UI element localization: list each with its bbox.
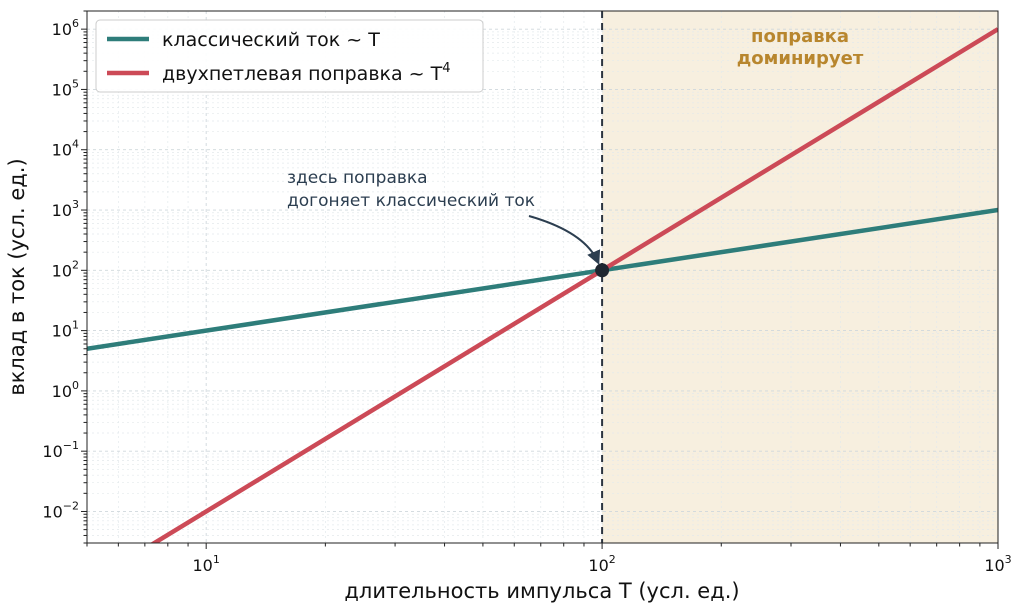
legend: классический ток ~ T двухпетлевая поправк… <box>95 19 484 93</box>
y-axis-title: вклад в ток (усл. ед.) <box>5 158 29 395</box>
classical-current-line <box>87 207 998 351</box>
y-tick-label: 103 <box>52 198 79 220</box>
y-tick-label: 10−1 <box>42 439 79 461</box>
annotation-text-line: догоняет классический ток <box>287 191 535 211</box>
plot-frame <box>86 10 999 544</box>
crossover-point <box>595 263 610 278</box>
legend-box <box>95 19 484 93</box>
y-tick-label: 102 <box>52 258 79 280</box>
shaded-region-rect <box>602 11 998 543</box>
y-tick-label: 100 <box>52 379 79 401</box>
two-loop-correction-line <box>150 27 998 543</box>
x-tick-label: 103 <box>984 553 1011 575</box>
legend-label: классический ток ~ T <box>162 29 380 51</box>
annotation-text-line: здесь поправка <box>287 168 428 188</box>
y-tick-label: 104 <box>52 138 79 160</box>
y-tick-label: 105 <box>52 77 79 99</box>
x-tick-label: 101 <box>193 553 220 575</box>
region-label-line: поправка <box>751 26 849 47</box>
legend-label: двухпетлевая поправка ~ T4 <box>162 61 451 85</box>
series-group <box>87 27 998 543</box>
crossover-point-group <box>595 263 610 278</box>
ticks <box>81 10 999 549</box>
y-tick-label: 106 <box>52 17 79 39</box>
x-axis-title: длительность импульса T (усл. ед.) <box>344 579 739 603</box>
x-tick-label: 102 <box>588 553 615 575</box>
tick-labels: 101 102 103 10−2 10−1 100 101 102 103 104 105 106 <box>42 17 1011 575</box>
y-tick-label: 101 <box>52 319 79 341</box>
shaded-region <box>602 11 998 543</box>
annotation-arrow <box>528 215 601 265</box>
y-tick-label: 10−2 <box>42 499 79 521</box>
grid <box>86 10 999 544</box>
region-label-line: доминирует <box>737 48 864 69</box>
annotation: здесь поправка догоняет классический ток <box>287 168 601 265</box>
